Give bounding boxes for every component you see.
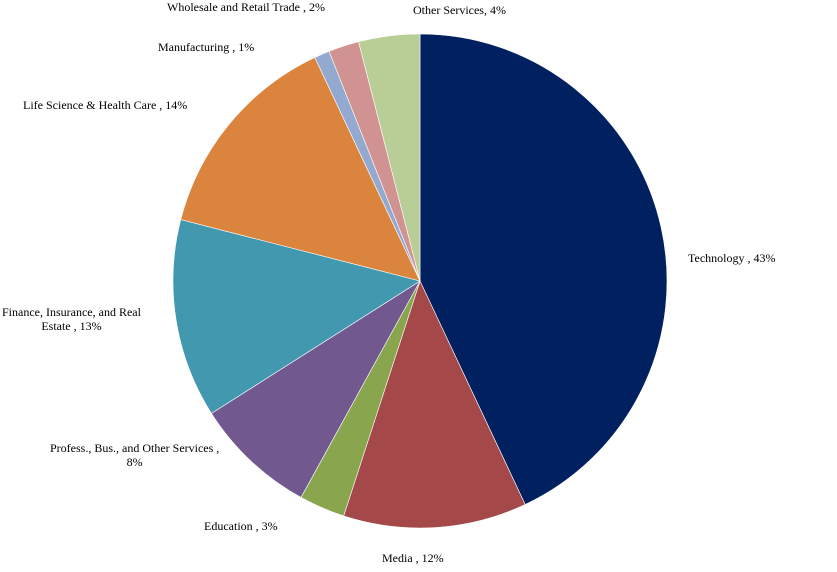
label-line: Estate , 13% [41, 319, 102, 333]
label-wholesale-retail-trade: Wholesale and Retail Trade , 2% [167, 0, 325, 14]
pie-slice-profess-bus-and-other-services [211, 280, 421, 498]
label-line: 8% [126, 455, 143, 469]
pie-slice-other-services [358, 33, 421, 282]
pie-slice-life-science-health-care [180, 57, 421, 282]
label-line: Finance, Insurance, and Real [2, 305, 141, 319]
label-line: Profess., Bus., and Other Services , [50, 441, 220, 455]
label-life-science-health-care: Life Science & Health Care , 14% [23, 98, 188, 112]
pie-slice-technology [419, 33, 668, 505]
label-finance-insurance-real-estate: Finance, Insurance, and Real Estate , 13… [2, 305, 141, 333]
label-education: Education , 3% [204, 519, 278, 533]
label-profess-bus-other: Profess., Bus., and Other Services , 8% [50, 441, 219, 469]
label-technology: Technology , 43% [688, 251, 776, 265]
label-other-services: Other Services, 4% [413, 3, 506, 17]
pie-slice-finance-insurance-and-real-estate [172, 219, 421, 414]
label-manufacturing: Manufacturing , 1% [158, 40, 255, 54]
pie-slice-media [343, 280, 526, 529]
label-media: Media , 12% [382, 551, 444, 565]
